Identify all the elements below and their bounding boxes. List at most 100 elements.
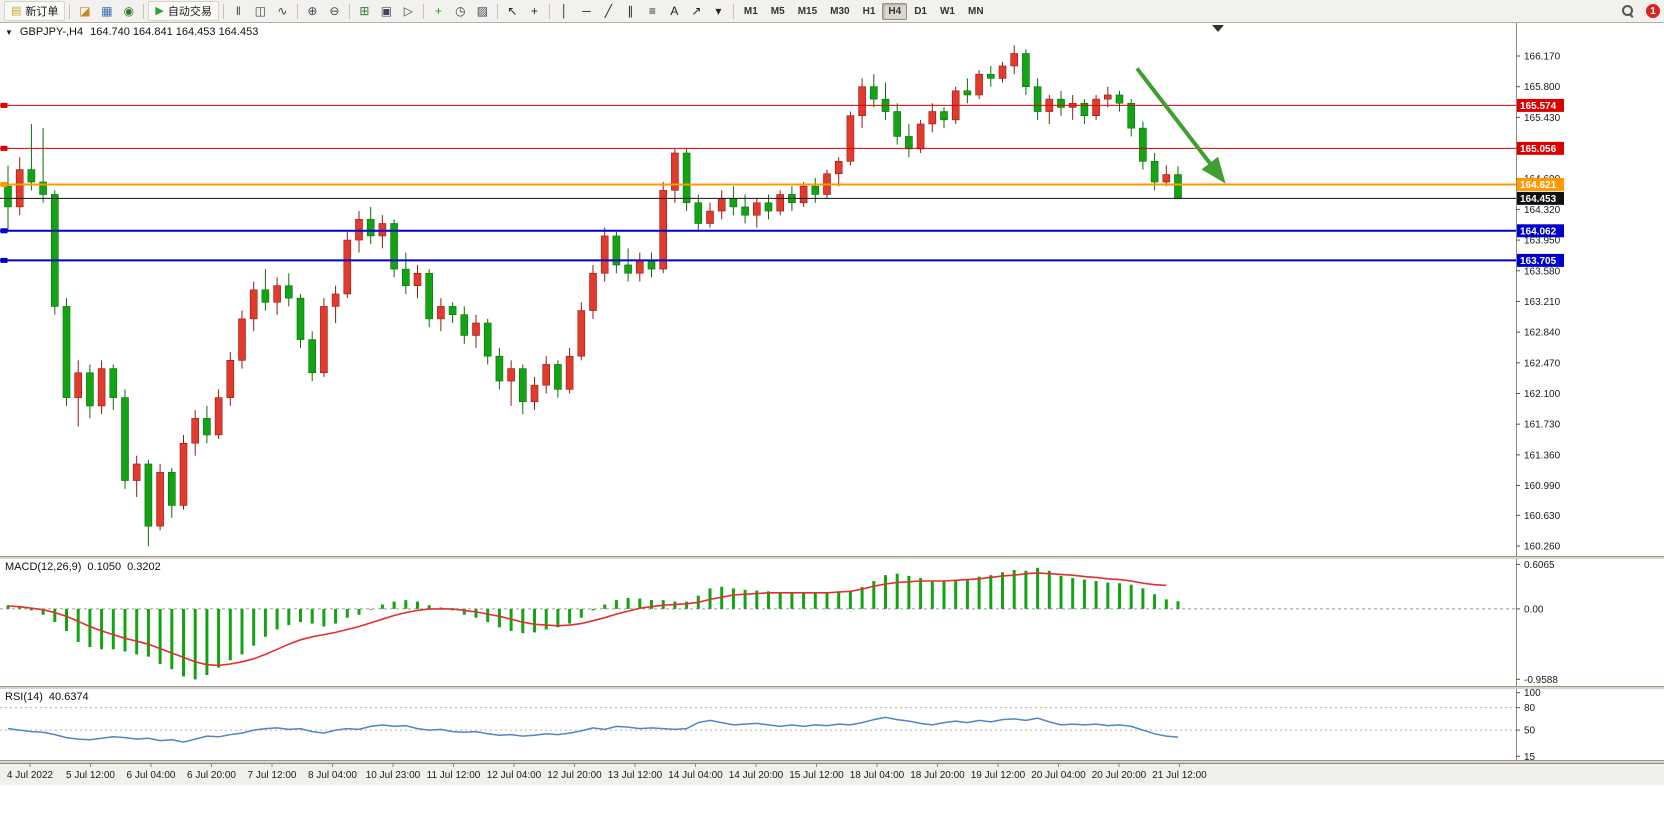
chart-shift-marker bbox=[1212, 25, 1224, 32]
macd-histogram-bar bbox=[977, 576, 981, 609]
macd-histogram-bar bbox=[1106, 582, 1110, 609]
market-watch-icon[interactable]: ◪ bbox=[79, 4, 91, 18]
toolbar: ▤ 新订单 ◪ ▦ ◉ ▶ 自动交易 ‖ ◫ ∿ ⊕ ⊖ ⊞ ▣ ▷ + ◷ ▨ ↖ + │ ─ ╱ ∥ ≡ A ↗ ▾ M1 M5 M15… bbox=[0, 0, 1664, 23]
time-axis[interactable] bbox=[0, 763, 1664, 785]
new-order-button[interactable]: ▤ 新订单 bbox=[4, 1, 66, 21]
toolbar-separator bbox=[296, 3, 298, 19]
tile-windows-icon[interactable]: ⊞ bbox=[359, 4, 370, 18]
data-window-icon[interactable]: ▦ bbox=[101, 4, 113, 18]
one-click-collapse-icon[interactable]: ▼ bbox=[5, 27, 13, 37]
macd-histogram-bar bbox=[53, 608, 57, 623]
horizontal-line-icon[interactable]: ─ bbox=[582, 4, 591, 18]
fibonacci-icon[interactable]: ≡ bbox=[648, 4, 656, 18]
candle-body bbox=[1033, 86, 1042, 112]
macd-histogram-bar bbox=[182, 608, 185, 677]
search-icon[interactable] bbox=[1618, 1, 1639, 21]
shapes-dropdown-icon[interactable]: ▾ bbox=[715, 4, 722, 18]
main-chart-area[interactable] bbox=[0, 22, 1516, 556]
macd-histogram-bar bbox=[790, 592, 794, 609]
macd-histogram-bar bbox=[965, 579, 969, 609]
candle-body bbox=[226, 360, 235, 398]
macd-histogram-bar bbox=[427, 605, 431, 609]
text-label-icon[interactable]: A bbox=[670, 4, 679, 18]
macd-panel[interactable] bbox=[0, 559, 1516, 686]
cascade-windows-icon[interactable]: ▣ bbox=[380, 4, 393, 18]
candle-body bbox=[168, 471, 176, 506]
indicators-icon[interactable]: + bbox=[434, 4, 442, 18]
macd-histogram-bar bbox=[579, 608, 583, 618]
candle-body bbox=[729, 198, 738, 208]
timeframe-w1[interactable]: W1 bbox=[939, 5, 955, 17]
panel-divider[interactable] bbox=[0, 556, 1664, 559]
trendline-icon[interactable]: ╱ bbox=[604, 4, 612, 18]
toolbar-separator bbox=[348, 3, 350, 19]
line-handle[interactable] bbox=[0, 181, 8, 187]
macd-histogram-bar bbox=[825, 592, 829, 609]
templates-icon[interactable]: ▨ bbox=[476, 4, 489, 18]
zoom-out-icon[interactable]: ⊖ bbox=[329, 4, 340, 18]
macd-histogram-bar bbox=[848, 591, 852, 609]
timeframe-m1[interactable]: M1 bbox=[743, 5, 758, 17]
macd-axis-label: -0.9588 bbox=[1524, 675, 1558, 686]
time-axis-label: 14 Jul 20:00 bbox=[729, 770, 784, 781]
bar-chart-icon[interactable]: ‖ bbox=[235, 4, 241, 18]
crosshair-icon[interactable]: + bbox=[530, 4, 538, 18]
timeframe-m30[interactable]: M30 bbox=[830, 5, 850, 17]
candle-body bbox=[1115, 94, 1124, 104]
macd-histogram-bar bbox=[1176, 601, 1180, 609]
timeframe-m5[interactable]: M5 bbox=[770, 5, 785, 17]
time-axis-label: 12 Jul 04:00 bbox=[487, 770, 542, 781]
price-badge-label: 165.056 bbox=[1520, 144, 1557, 155]
line-handle[interactable] bbox=[0, 145, 8, 151]
line-handle[interactable] bbox=[0, 102, 8, 108]
timeframe-h4[interactable]: H4 bbox=[882, 2, 908, 20]
line-handle[interactable] bbox=[0, 228, 8, 234]
trend-arrow[interactable] bbox=[1135, 67, 1226, 184]
panel-divider[interactable] bbox=[0, 760, 1664, 763]
panel-divider[interactable] bbox=[0, 686, 1664, 689]
line-chart-icon[interactable]: ∿ bbox=[277, 4, 288, 18]
candle-body bbox=[776, 194, 785, 212]
arrows-icon[interactable]: ↗ bbox=[691, 4, 702, 18]
notification-badge[interactable]: 1 bbox=[1646, 4, 1660, 18]
macd-histogram-bar bbox=[135, 608, 139, 655]
candle-body bbox=[472, 322, 480, 336]
navigator-icon[interactable]: ◉ bbox=[123, 4, 135, 18]
price-tick-label: 161.360 bbox=[1524, 450, 1561, 461]
macd-histogram-bar bbox=[6, 605, 10, 609]
macd-histogram-bar bbox=[1082, 579, 1086, 609]
timeframe-d1[interactable]: D1 bbox=[914, 5, 927, 17]
timeframe-m15[interactable]: M15 bbox=[797, 5, 818, 17]
macd-histogram-bar bbox=[416, 601, 419, 609]
timeframe-mn[interactable]: MN bbox=[967, 5, 984, 17]
candle-body bbox=[1174, 174, 1182, 199]
macd-histogram-bar bbox=[392, 601, 396, 609]
vertical-line-icon[interactable]: │ bbox=[560, 4, 569, 18]
macd-histogram-bar bbox=[813, 593, 817, 609]
periods-icon[interactable]: ◷ bbox=[455, 4, 466, 18]
auto-trading-button[interactable]: ▶ 自动交易 bbox=[148, 1, 219, 21]
candle-body bbox=[975, 73, 983, 96]
candle-body bbox=[320, 306, 328, 374]
candle-body bbox=[413, 272, 422, 286]
macd-histogram-bar bbox=[228, 608, 232, 661]
candlestick-chart-icon[interactable]: ◫ bbox=[254, 4, 267, 18]
rsi-panel[interactable] bbox=[0, 689, 1516, 760]
cursor-icon[interactable]: ↖ bbox=[507, 4, 518, 18]
macd-histogram-bar bbox=[1094, 581, 1098, 609]
macd-histogram-bar bbox=[474, 608, 478, 618]
timeframe-h1[interactable]: H1 bbox=[862, 5, 876, 17]
price-badge bbox=[1517, 98, 1564, 112]
candle-body bbox=[284, 285, 293, 299]
equidistant-channel-icon[interactable]: ∥ bbox=[627, 4, 634, 18]
candle-body bbox=[1092, 98, 1100, 116]
macd-histogram-bar bbox=[954, 579, 958, 609]
arrange-windows-icon[interactable]: ▷ bbox=[403, 4, 413, 18]
candle-body bbox=[425, 272, 434, 320]
macd-histogram-bar bbox=[989, 575, 993, 609]
macd-histogram-bar bbox=[755, 590, 759, 609]
rsi-axis-label: 50 bbox=[1524, 726, 1536, 737]
line-handle[interactable] bbox=[0, 257, 8, 263]
zoom-in-icon[interactable]: ⊕ bbox=[307, 4, 318, 18]
play-icon: ▶ bbox=[155, 4, 164, 17]
